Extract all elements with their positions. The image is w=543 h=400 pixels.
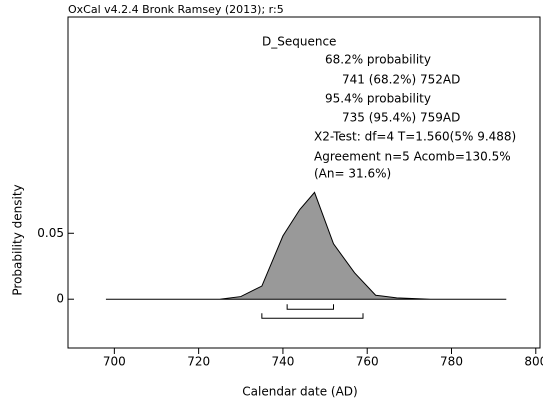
x-tick-label: 800 (524, 355, 543, 369)
x-tick-label: 740 (271, 355, 294, 369)
x-tick-label: 720 (187, 355, 210, 369)
annotation: Agreement n=5 Acomb=130.5% (314, 150, 511, 164)
range-bracket (261, 313, 364, 319)
probability-label: 68.2% probability (325, 53, 431, 67)
density-area (105, 191, 507, 300)
annotation: (An= 31.6%) (314, 167, 391, 181)
y-axis-label: Probability density (11, 184, 25, 295)
range-bracket (286, 304, 334, 310)
range-label: 735 (95.4%) 759AD (342, 111, 460, 125)
y-tick-label: 0 (56, 292, 64, 306)
x-tick-label: 700 (103, 355, 126, 369)
x-tick-label: 760 (356, 355, 379, 369)
chart-title: D_Sequence (262, 35, 336, 49)
annotation: X2-Test: df=4 T=1.560(5% 9.488) (314, 130, 516, 144)
probability-label: 95.4% probability (325, 92, 431, 106)
range-label: 741 (68.2%) 752AD (342, 73, 460, 87)
x-axis-label: Calendar date (AD) (242, 385, 357, 399)
plot-frame (67, 16, 541, 349)
x-tick-label: 780 (440, 355, 463, 369)
header: OxCal v4.2.4 Bronk Ramsey (2013); r:5 (68, 3, 284, 16)
y-tick-label: 0.05 (37, 226, 64, 240)
